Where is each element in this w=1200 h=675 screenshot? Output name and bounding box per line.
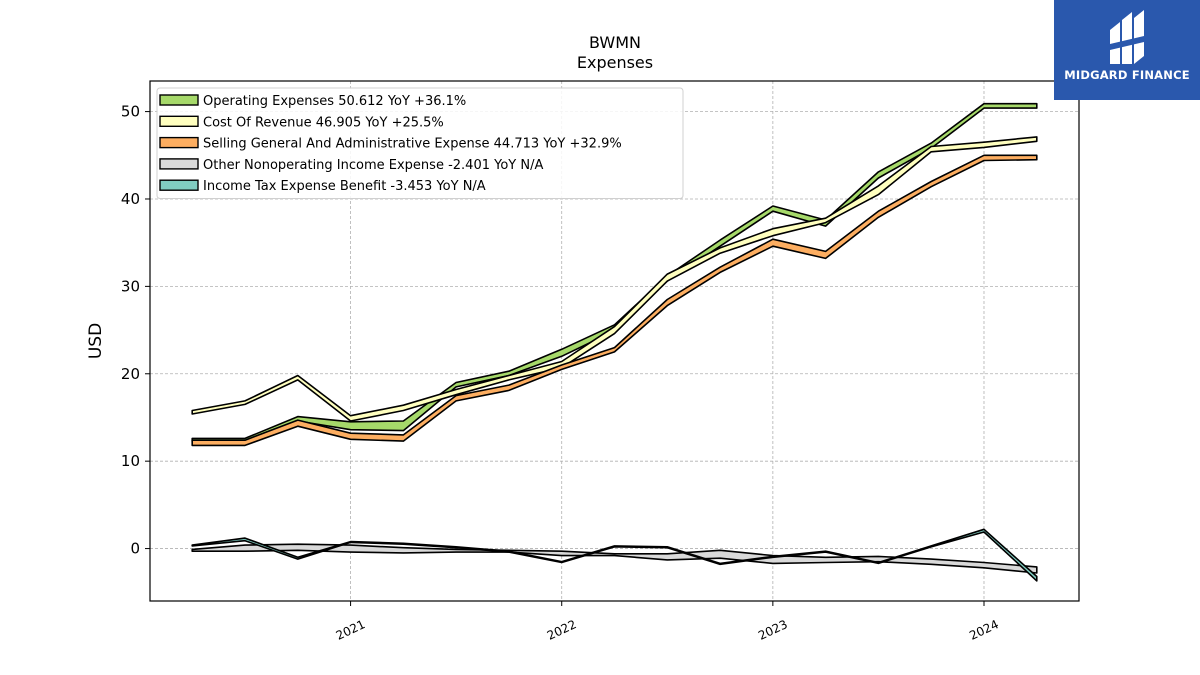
y-tick-label: 50 (121, 103, 140, 121)
legend-swatch (159, 115, 199, 128)
x-tick-label: 2024 (967, 617, 1001, 643)
x-tick-label: 2023 (756, 617, 790, 643)
series-band (191, 102, 1038, 442)
logo-text: MIDGARD FINANCE (1064, 68, 1190, 82)
legend-box (156, 87, 684, 199)
legend-entry: Operating Expenses 50.612 YoY +36.1% (203, 94, 466, 109)
legend-entry: Income Tax Expense Benefit -3.453 YoY N/… (203, 179, 486, 194)
series-band (191, 528, 1038, 582)
x-tick-label: 2021 (334, 617, 368, 643)
legend-swatch (159, 94, 199, 106)
y-axis-label: USD (86, 323, 106, 359)
y-tick-label: 30 (121, 277, 140, 295)
midgard-finance-logo: MIDGARD FINANCE (1054, 0, 1200, 100)
x-tick-label: 2022 (545, 617, 579, 643)
legend-entry: Other Nonoperating Income Expense -2.401… (203, 158, 543, 173)
y-axis-ticks: 0 10 20 30 40 50 (121, 103, 150, 558)
legend: Operating Expenses 50.612 YoY +36.1% Cost… (156, 87, 684, 199)
y-tick-label: 20 (121, 365, 140, 383)
logo-mark-icon (1110, 10, 1144, 64)
legend-swatch (159, 158, 199, 170)
series-areas (191, 102, 1038, 582)
legend-entry: Cost Of Revenue 46.905 YoY +25.5% (203, 115, 444, 130)
y-tick-label: 40 (121, 190, 140, 208)
x-axis-ticks: 2021 2022 2023 2024 (334, 601, 1001, 643)
plot-frame (149, 80, 1080, 602)
chart-title: BWMN (589, 33, 641, 52)
legend-swatch (159, 136, 199, 149)
series-band (191, 136, 1038, 422)
chart-subtitle: Expenses (577, 53, 653, 72)
series-band (191, 154, 1038, 447)
legend-entry: Selling General And Administrative Expen… (203, 137, 622, 152)
y-tick-label: 10 (121, 452, 140, 470)
legend-swatch (159, 179, 199, 191)
y-tick-label: 0 (130, 540, 140, 558)
